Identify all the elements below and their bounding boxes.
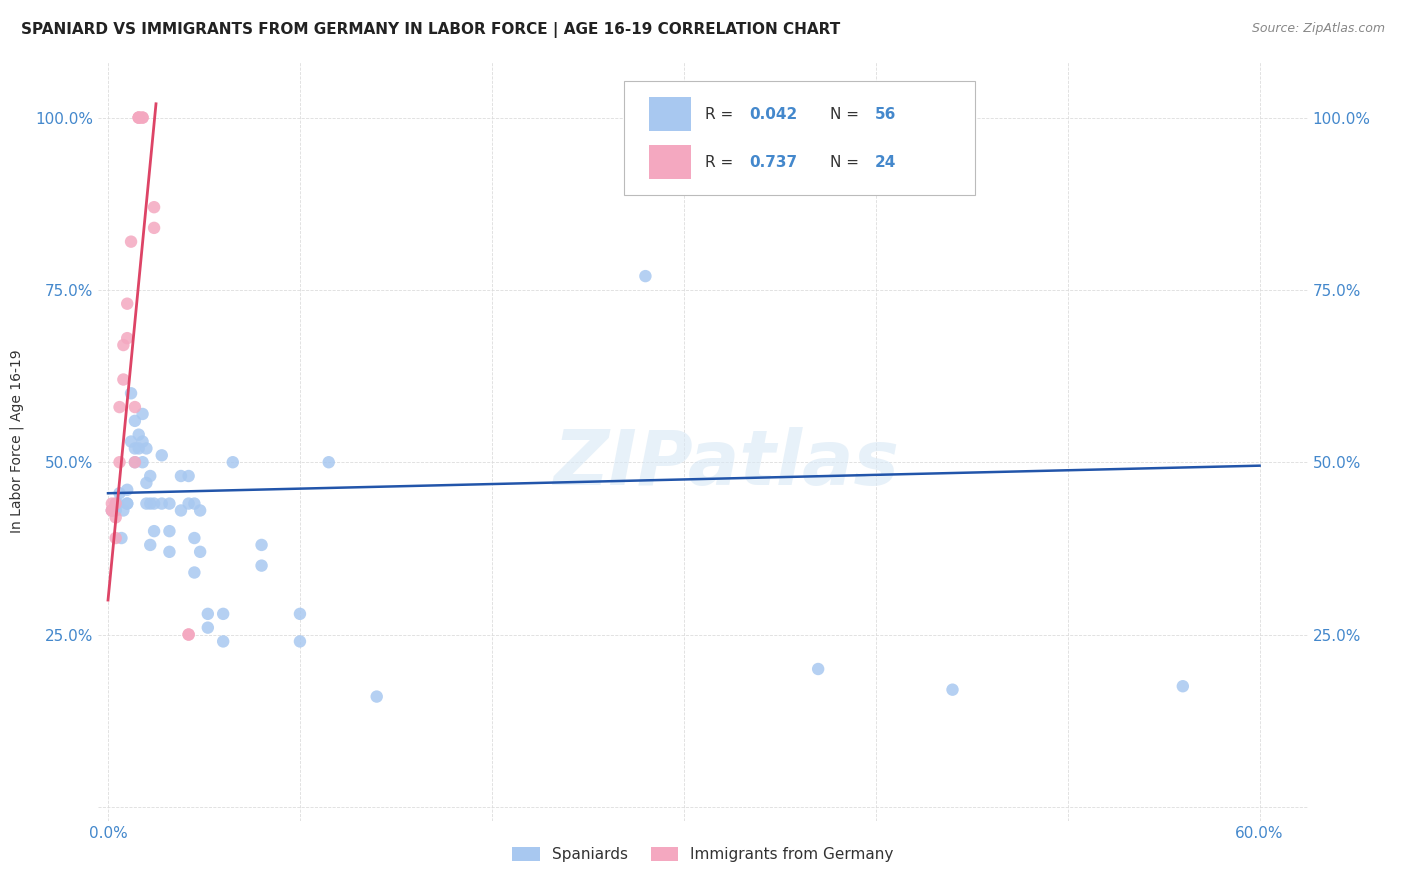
Point xyxy=(1171,679,1194,693)
FancyBboxPatch shape xyxy=(648,145,690,179)
Point xyxy=(104,503,127,517)
Point xyxy=(183,566,205,580)
Point xyxy=(104,531,127,545)
Legend: Spaniards, Immigrants from Germany: Spaniards, Immigrants from Germany xyxy=(505,839,901,870)
FancyBboxPatch shape xyxy=(648,97,690,131)
Point xyxy=(143,524,166,538)
Point xyxy=(139,469,162,483)
Point xyxy=(177,627,200,641)
Point xyxy=(159,497,181,511)
Text: N =: N = xyxy=(830,154,863,169)
Y-axis label: In Labor Force | Age 16-19: In Labor Force | Age 16-19 xyxy=(10,350,24,533)
Point xyxy=(150,448,173,462)
Text: R =: R = xyxy=(706,107,738,122)
Point xyxy=(112,338,135,352)
Point xyxy=(212,607,235,621)
Point xyxy=(139,497,162,511)
Text: 24: 24 xyxy=(875,154,896,169)
Point xyxy=(183,497,205,511)
Point xyxy=(143,220,166,235)
Point xyxy=(108,455,131,469)
Point xyxy=(128,442,150,456)
Point xyxy=(120,434,142,449)
Point xyxy=(197,607,219,621)
Point xyxy=(143,200,166,214)
Text: 0.042: 0.042 xyxy=(749,107,797,122)
Text: Source: ZipAtlas.com: Source: ZipAtlas.com xyxy=(1251,22,1385,36)
Point xyxy=(288,634,311,648)
Point xyxy=(941,682,963,697)
Point xyxy=(183,531,205,545)
Point xyxy=(101,503,124,517)
Point xyxy=(250,538,273,552)
Point xyxy=(101,497,124,511)
Point xyxy=(135,475,157,490)
Point xyxy=(115,483,138,497)
Point xyxy=(131,111,153,125)
Text: N =: N = xyxy=(830,107,863,122)
Point xyxy=(288,607,311,621)
Point xyxy=(135,442,157,456)
Text: 56: 56 xyxy=(875,107,896,122)
Point xyxy=(124,455,146,469)
Point xyxy=(135,497,157,511)
Point xyxy=(177,469,200,483)
Point xyxy=(128,111,150,125)
Point xyxy=(197,621,219,635)
Text: 0.737: 0.737 xyxy=(749,154,797,169)
Point xyxy=(128,427,150,442)
Point xyxy=(115,296,138,310)
Text: SPANIARD VS IMMIGRANTS FROM GERMANY IN LABOR FORCE | AGE 16-19 CORRELATION CHART: SPANIARD VS IMMIGRANTS FROM GERMANY IN L… xyxy=(21,22,841,38)
Point xyxy=(143,497,166,511)
Point xyxy=(124,442,146,456)
Text: R =: R = xyxy=(706,154,738,169)
Point xyxy=(150,497,173,511)
Point xyxy=(107,497,129,511)
Point xyxy=(128,111,150,125)
Point xyxy=(115,497,138,511)
Point xyxy=(104,497,127,511)
Point xyxy=(131,434,153,449)
Point xyxy=(131,407,153,421)
Point xyxy=(131,455,153,469)
Point xyxy=(112,503,135,517)
Point xyxy=(212,634,235,648)
Point xyxy=(250,558,273,573)
Point xyxy=(124,400,146,414)
Point xyxy=(101,503,124,517)
Point xyxy=(128,111,150,125)
Point xyxy=(120,235,142,249)
Point xyxy=(104,497,127,511)
Point xyxy=(318,455,340,469)
Point xyxy=(170,503,193,517)
Point xyxy=(170,469,193,483)
Point xyxy=(110,531,132,545)
Point xyxy=(124,414,146,428)
Point xyxy=(177,497,200,511)
Point xyxy=(188,545,211,559)
Point xyxy=(366,690,388,704)
Point xyxy=(108,400,131,414)
Point xyxy=(104,510,127,524)
Point xyxy=(112,372,135,386)
Point xyxy=(188,503,211,517)
Point xyxy=(222,455,245,469)
Point xyxy=(115,497,138,511)
Point xyxy=(159,545,181,559)
Point xyxy=(159,524,181,538)
Point xyxy=(115,331,138,345)
Point xyxy=(634,269,657,284)
Text: ZIPatlas: ZIPatlas xyxy=(554,427,900,501)
Point xyxy=(131,111,153,125)
Point xyxy=(108,486,131,500)
Point xyxy=(177,627,200,641)
FancyBboxPatch shape xyxy=(624,81,976,195)
Point xyxy=(139,538,162,552)
Point xyxy=(807,662,830,676)
Point xyxy=(120,386,142,401)
Point xyxy=(101,503,124,517)
Point xyxy=(124,455,146,469)
